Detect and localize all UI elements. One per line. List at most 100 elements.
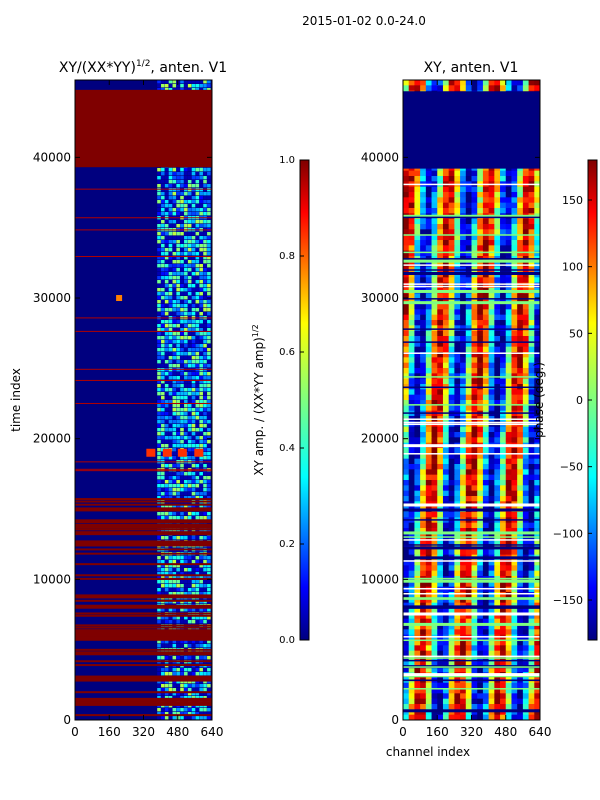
heatmap-cell	[431, 490, 438, 497]
heatmap-cell	[414, 357, 421, 364]
heatmap-cell	[511, 320, 518, 326]
heatmap-cell	[431, 282, 438, 289]
heatmap-cell	[448, 485, 455, 492]
heatmap-cell	[157, 364, 161, 368]
heatmap-cell	[420, 512, 427, 518]
heatmap-cell	[168, 176, 173, 180]
heatmap-cell	[505, 592, 512, 598]
heatmap-cell	[471, 656, 478, 662]
heatmap-cell	[494, 512, 501, 518]
heatmap-cell	[184, 248, 188, 252]
heatmap-cell	[403, 645, 410, 652]
heatmap-cell	[534, 250, 540, 257]
heatmap-cell	[420, 80, 427, 86]
heatmap-cell	[482, 656, 490, 662]
heatmap-cell	[431, 448, 438, 454]
heatmap-cell	[161, 280, 165, 284]
heatmap-cell	[460, 277, 467, 284]
heatmap-cell	[164, 252, 169, 256]
heatmap-cell	[500, 314, 507, 321]
heatmap-cell	[494, 394, 501, 401]
heatmap-cell	[187, 284, 192, 288]
heatmap-cell	[528, 549, 535, 556]
heatmap-cell	[157, 424, 161, 428]
heatmap-cell	[522, 218, 530, 225]
heatmap-cell	[414, 448, 421, 454]
flag-line	[75, 330, 212, 332]
heatmap-cell	[191, 192, 196, 196]
heatmap-cell	[431, 336, 438, 342]
heatmap-cell	[203, 404, 207, 408]
heatmap-cell	[195, 296, 200, 300]
heatmap-cell	[176, 352, 180, 356]
heatmap-cell	[517, 309, 524, 316]
heatmap-cell	[528, 197, 535, 204]
heatmap-cell	[528, 640, 535, 646]
saturated-block	[75, 89, 212, 168]
heatmap-cell	[191, 296, 196, 300]
heatmap-cell	[522, 357, 530, 364]
heatmap-cell	[157, 400, 161, 404]
heatmap-cell	[534, 336, 540, 342]
heatmap-cell	[172, 420, 177, 424]
heatmap-cell	[454, 341, 461, 348]
heatmap-cell	[460, 357, 467, 364]
heatmap-cell	[442, 592, 450, 598]
heatmap-cell	[172, 312, 177, 316]
heatmap-cell	[161, 328, 165, 332]
heatmap-cell	[195, 204, 200, 208]
heatmap-cell	[203, 400, 207, 404]
heatmap-cell	[528, 362, 535, 369]
bright-spot	[177, 448, 187, 457]
heatmap-cell	[184, 656, 188, 660]
heatmap-cell	[180, 444, 184, 448]
heatmap-cell	[408, 640, 415, 646]
heatmap-cell	[505, 597, 512, 604]
heatmap-cell	[442, 80, 450, 86]
heatmap-cell	[454, 528, 461, 534]
flag-line	[75, 532, 212, 535]
heatmap-cell	[414, 229, 421, 236]
heatmap-cell	[437, 560, 444, 566]
heatmap-cell	[184, 396, 188, 400]
heatmap-cell	[172, 272, 177, 276]
heatmap-cell	[437, 277, 444, 284]
heatmap-cell	[500, 341, 507, 348]
heatmap-cell	[420, 186, 427, 193]
heatmap-cell	[203, 268, 207, 272]
heatmap-cell	[161, 516, 165, 520]
heatmap-cell	[528, 352, 535, 358]
heatmap-cell	[180, 592, 184, 596]
heatmap-cell	[157, 592, 161, 596]
heatmap-cell	[172, 448, 177, 452]
heatmap-cell	[500, 245, 507, 252]
heatmap-cell	[494, 586, 501, 593]
heatmap-cell	[180, 492, 184, 496]
heatmap-cell	[172, 408, 177, 412]
heatmap-cell	[448, 400, 455, 406]
heatmap-cell	[180, 188, 184, 192]
heatmap-cell	[454, 656, 461, 662]
heatmap-cell	[534, 368, 540, 374]
heatmap-cell	[494, 560, 501, 566]
heatmap-cell	[176, 200, 180, 204]
heatmap-cell	[448, 224, 455, 230]
heatmap-cell	[420, 218, 427, 225]
heatmap-cell	[184, 444, 188, 448]
heatmap-cell	[195, 560, 200, 564]
heatmap-cell	[168, 492, 173, 496]
heatmap-cell	[425, 496, 433, 502]
heatmap-cell	[454, 634, 461, 641]
heatmap-cell	[442, 229, 450, 236]
heatmap-cell	[460, 208, 467, 214]
heatmap-cell	[517, 202, 524, 209]
heatmap-cell	[437, 309, 444, 316]
heatmap-cell	[448, 389, 455, 396]
heatmap-cell	[176, 312, 180, 316]
heatmap-cell	[180, 288, 184, 292]
heatmap-cell	[203, 236, 207, 240]
heatmap-cell	[195, 536, 200, 540]
heatmap-cell	[187, 272, 192, 276]
heatmap-cell	[157, 252, 161, 256]
heatmap-cell	[191, 592, 196, 596]
